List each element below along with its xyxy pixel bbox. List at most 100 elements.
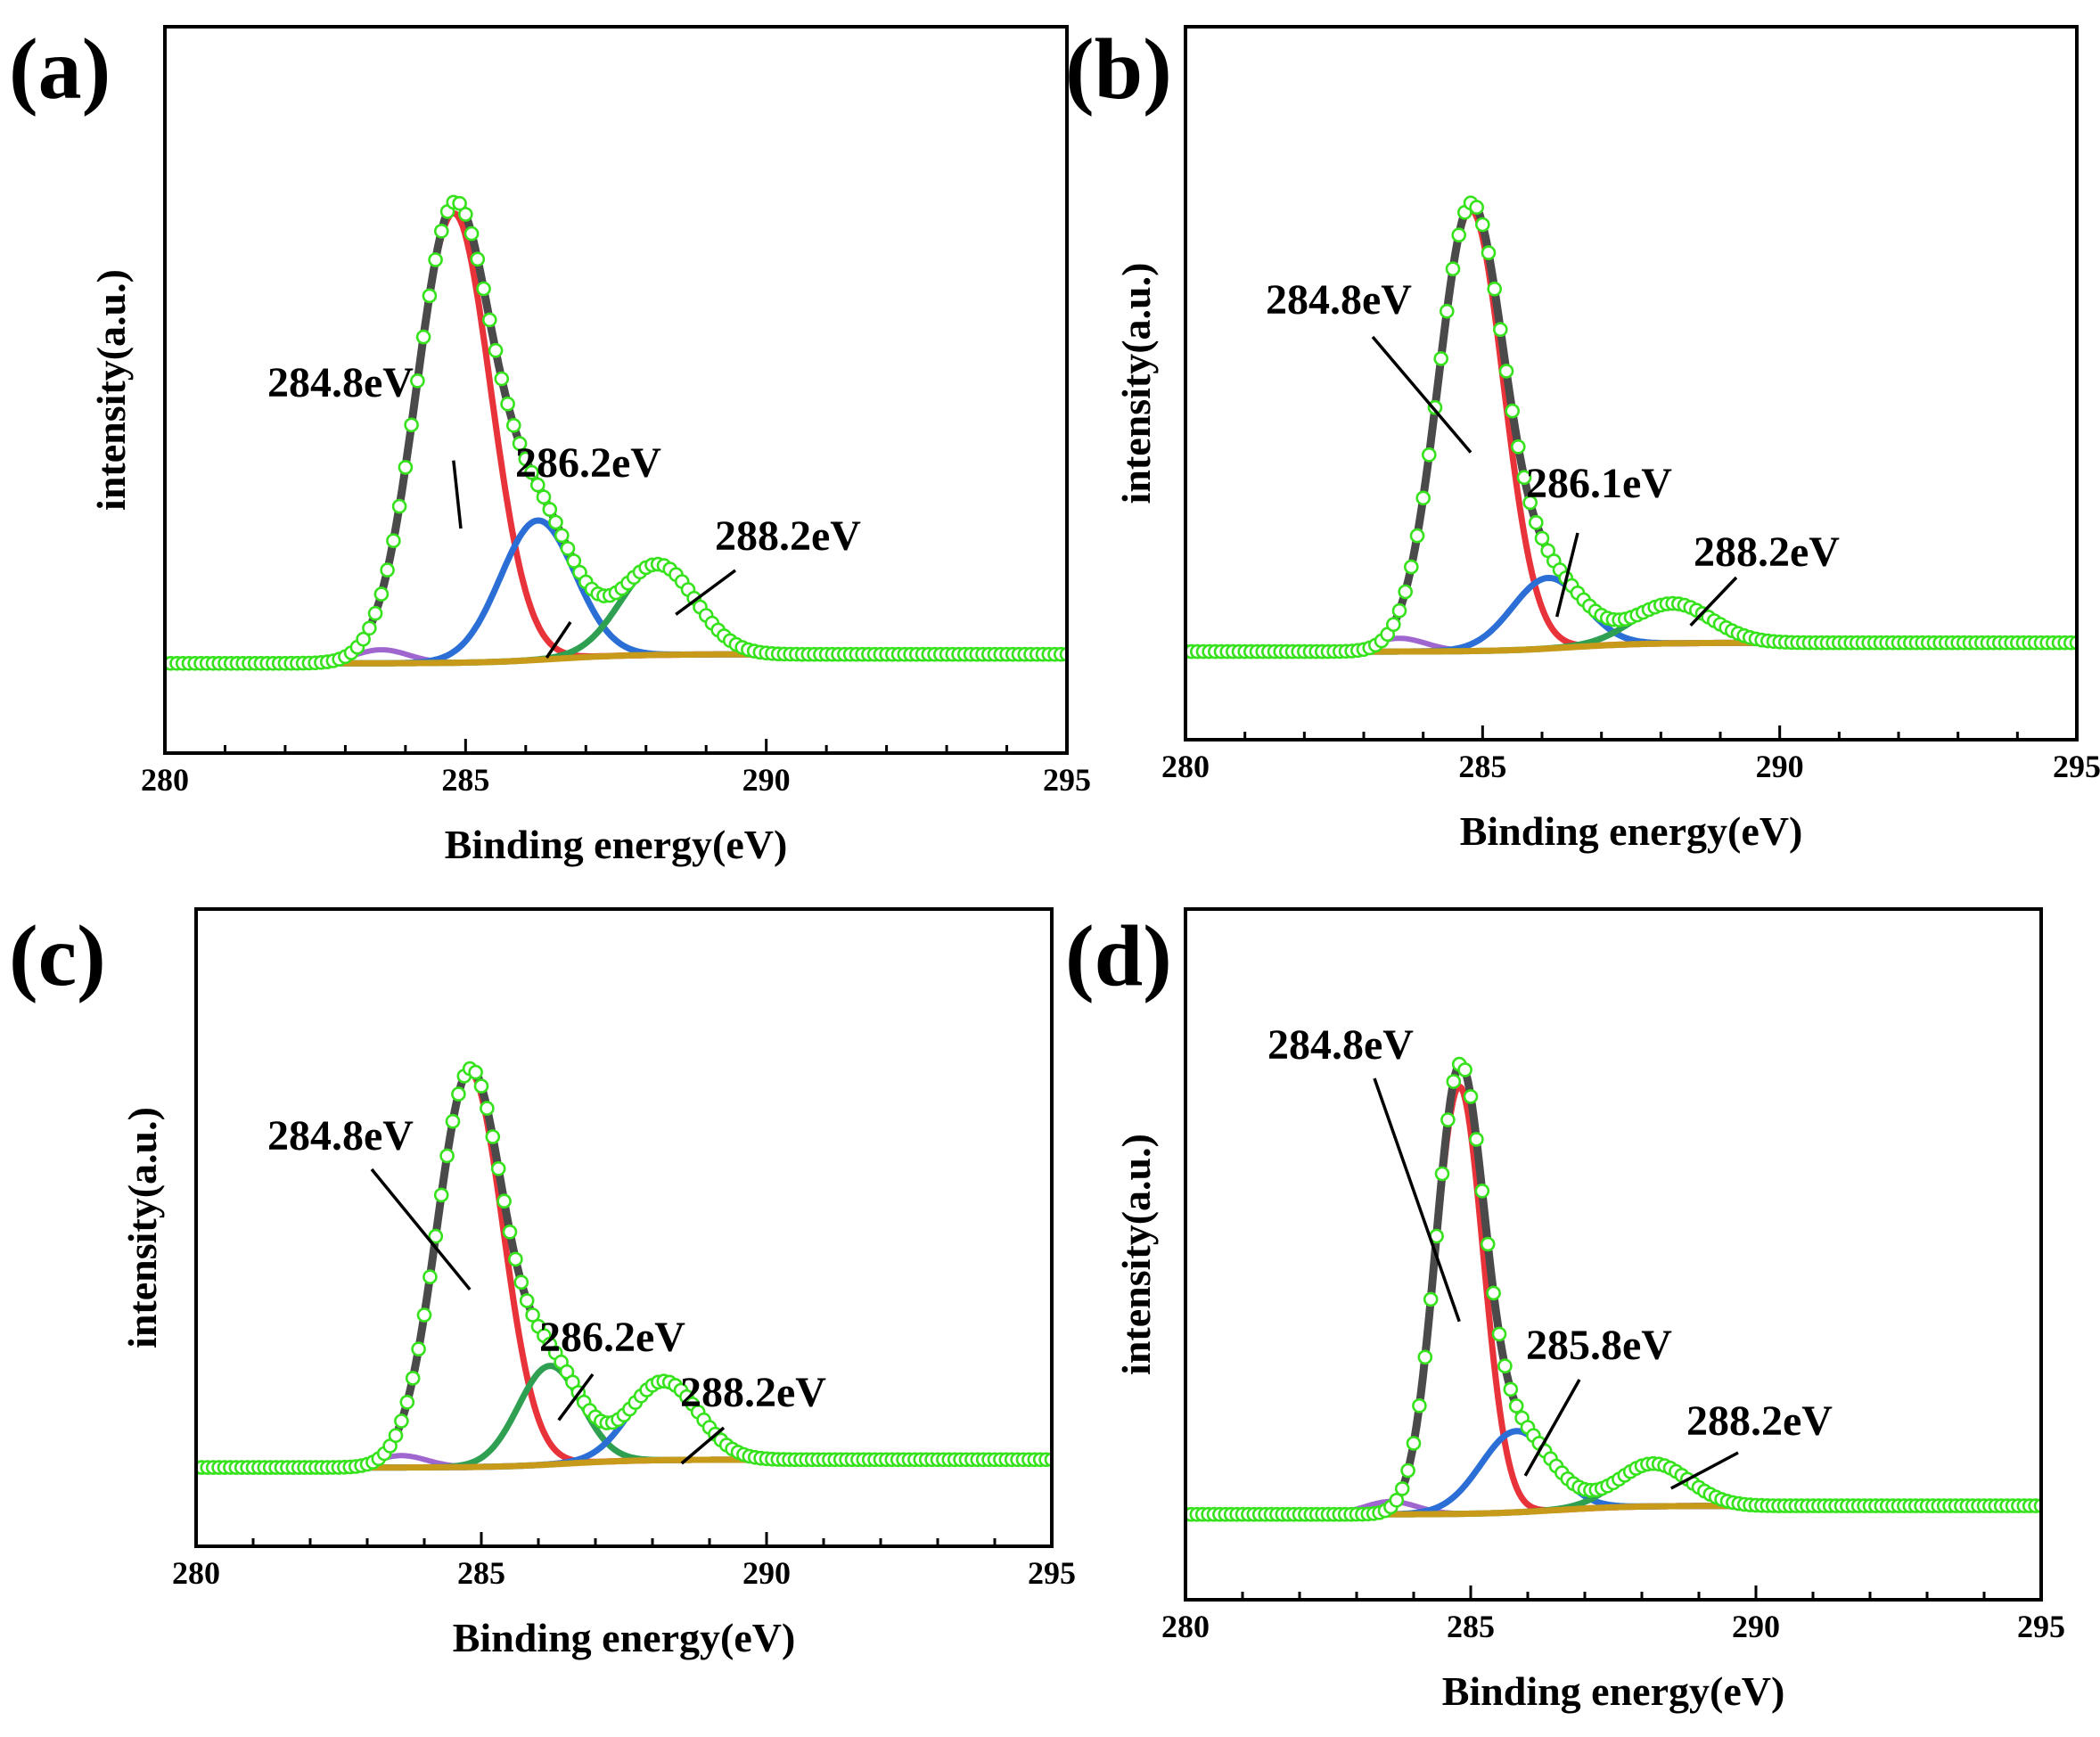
data-point [415, 329, 431, 345]
data-point [1406, 1436, 1422, 1451]
panel-4: 280 285 290 295 Binding energy(eV) intensity(… [1065, 907, 2065, 1714]
data-point [488, 342, 504, 358]
peak-annotation-label: 284.8eV [1266, 276, 1412, 324]
data-point [542, 502, 558, 517]
x-axis: 280 285 290 295 [141, 739, 1091, 798]
x-axis-title: Binding energy(eV) [453, 1615, 796, 1660]
annotation-leader-line [1669, 1451, 1739, 1490]
data-points [1185, 195, 2077, 660]
y-axis-title: intensity(a.u.) [88, 269, 134, 511]
x-axis-title: Binding energy(eV) [1460, 808, 1803, 854]
x-tick-label: 295 [2053, 749, 2100, 784]
annotation-leader-line [557, 1372, 595, 1422]
data-point [1469, 200, 1484, 215]
peak-annotation-label: 288.2eV [715, 512, 861, 560]
x-tick-label: 290 [1756, 749, 1804, 784]
data-point [399, 1395, 415, 1410]
data-point [1503, 1381, 1519, 1397]
x-axis: 280 285 290 295 [1161, 725, 2100, 784]
data-point [518, 451, 534, 467]
annotation-leader-line [1554, 532, 1579, 618]
y-axis-title: intensity(a.u.) [119, 1107, 165, 1348]
data-point [422, 1269, 438, 1284]
data-point [536, 489, 552, 505]
data-point [1480, 1236, 1496, 1252]
data-point [428, 1228, 444, 1244]
x-tick-label: 280 [172, 1555, 220, 1591]
data-point [566, 553, 582, 569]
data-point [1440, 303, 1455, 319]
data-point [1400, 1463, 1415, 1479]
data-point [416, 1307, 432, 1323]
x-tick-label: 295 [1043, 762, 1091, 798]
data-point [439, 1148, 455, 1164]
x-tick-label: 295 [2017, 1609, 2065, 1644]
x-tick-label: 290 [742, 1555, 791, 1591]
panel-1: 280 285 290 295 Binding energy(eV) intensity(… [9, 21, 1091, 867]
peak-annotation-label: 288.2eV [1686, 1397, 1833, 1445]
data-point [1522, 495, 1538, 511]
data-point [1486, 1285, 1501, 1301]
plot-area [165, 194, 1067, 671]
data-point [1505, 403, 1520, 419]
data-point [398, 460, 414, 475]
data-point [502, 1225, 518, 1240]
annotation-leader-line [680, 1426, 726, 1465]
plot-frame [194, 907, 1054, 1548]
data-point [1433, 351, 1448, 366]
x-tick-label: 285 [457, 1555, 505, 1591]
data-point [1389, 1493, 1405, 1508]
data-point [1493, 322, 1508, 338]
data-point [1474, 1184, 1490, 1199]
panel-label: (c) [9, 908, 106, 1004]
data-point [1415, 490, 1431, 506]
data-points [1185, 1056, 2041, 1522]
data-point [433, 223, 449, 239]
annotation-leader-line [1373, 1077, 1461, 1323]
data-point [445, 1113, 461, 1129]
annotation-leader-line [1523, 1379, 1581, 1477]
data-point [373, 586, 390, 602]
panel-label: (a) [9, 21, 111, 118]
data-point [1409, 528, 1425, 544]
data-point [1412, 1398, 1427, 1413]
data-point [1457, 1062, 1472, 1077]
data-point [1386, 617, 1401, 633]
data-point [508, 1251, 523, 1267]
data-point [1440, 1112, 1456, 1127]
peak-annotation-label: 286.2eV [515, 439, 661, 487]
plot-area [1185, 1056, 2041, 1522]
peak-annotation-label: 288.2eV [680, 1369, 826, 1416]
data-point [1434, 1166, 1450, 1182]
data-point [490, 1161, 506, 1176]
data-point [1423, 1291, 1439, 1307]
data-point [1417, 1349, 1433, 1365]
data-point [405, 1371, 421, 1386]
annotation-leader-line [1371, 335, 1472, 454]
data-point [362, 620, 377, 636]
plot-area [1185, 195, 2077, 660]
x-axis: 280 285 290 295 [172, 1532, 1076, 1591]
data-point [525, 1307, 540, 1323]
annotation-leader-line [545, 621, 572, 659]
data-point [1391, 602, 1407, 619]
data-point [1469, 1132, 1484, 1147]
data-point [548, 514, 563, 530]
data-point [422, 288, 438, 304]
data-point [513, 1274, 529, 1290]
x-tick-label: 280 [141, 762, 189, 798]
x-tick-label: 285 [1458, 749, 1506, 784]
data-point [391, 498, 407, 514]
data-point [452, 195, 467, 211]
data-point [476, 281, 491, 297]
y-axis-title: intensity(a.u.) [1113, 1134, 1159, 1375]
data-point [1508, 1398, 1524, 1413]
annotation-leader-line [452, 460, 463, 529]
data-point [485, 1129, 501, 1144]
data-point [554, 528, 570, 544]
data-point [1463, 1089, 1479, 1104]
data-point [1498, 364, 1514, 379]
data-point [1487, 281, 1502, 297]
x-tick-label: 285 [1447, 1609, 1495, 1644]
